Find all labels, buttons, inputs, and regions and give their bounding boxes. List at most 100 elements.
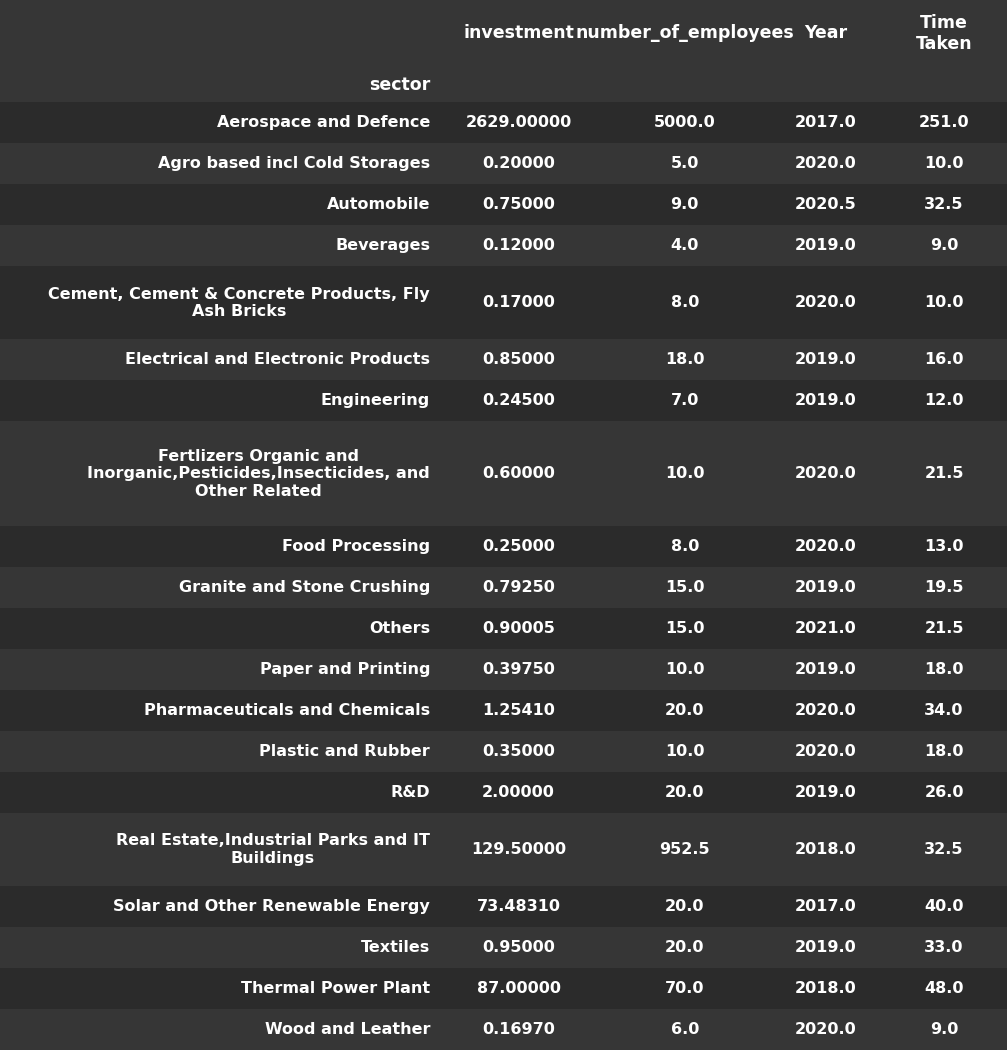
Text: 5000.0: 5000.0 xyxy=(654,116,716,130)
Bar xyxy=(0,67,1007,103)
Text: 2019.0: 2019.0 xyxy=(795,785,857,800)
Text: 2020.0: 2020.0 xyxy=(795,466,857,481)
Text: 1.25410: 1.25410 xyxy=(482,704,555,718)
Text: 2019.0: 2019.0 xyxy=(795,353,857,367)
Text: Electrical and Electronic Products: Electrical and Electronic Products xyxy=(125,353,430,367)
Text: 0.85000: 0.85000 xyxy=(482,353,555,367)
Text: 20.0: 20.0 xyxy=(665,785,705,800)
Text: 2019.0: 2019.0 xyxy=(795,940,857,956)
Text: 2020.0: 2020.0 xyxy=(795,295,857,311)
Text: 10.0: 10.0 xyxy=(665,663,705,677)
Text: 0.39750: 0.39750 xyxy=(482,663,555,677)
Text: 2020.5: 2020.5 xyxy=(795,197,857,212)
Text: 2021.0: 2021.0 xyxy=(795,622,857,636)
Text: 2019.0: 2019.0 xyxy=(795,581,857,595)
Text: number_of_employees: number_of_employees xyxy=(575,24,795,42)
Text: 7.0: 7.0 xyxy=(671,394,699,408)
Text: 0.95000: 0.95000 xyxy=(482,940,555,956)
Text: 2020.0: 2020.0 xyxy=(795,744,857,759)
Text: 2019.0: 2019.0 xyxy=(795,394,857,408)
Text: 0.12000: 0.12000 xyxy=(482,238,555,253)
Text: Thermal Power Plant: Thermal Power Plant xyxy=(241,981,430,996)
Text: 2020.0: 2020.0 xyxy=(795,704,857,718)
Bar xyxy=(0,339,1007,380)
Text: 18.0: 18.0 xyxy=(924,744,964,759)
Bar xyxy=(0,526,1007,567)
Bar xyxy=(0,813,1007,886)
Text: 40.0: 40.0 xyxy=(924,899,964,915)
Text: 2019.0: 2019.0 xyxy=(795,663,857,677)
Text: 0.35000: 0.35000 xyxy=(482,744,555,759)
Text: 10.0: 10.0 xyxy=(665,466,705,481)
Text: Wood and Leather: Wood and Leather xyxy=(265,1022,430,1037)
Text: 0.25000: 0.25000 xyxy=(482,540,555,554)
Text: investment: investment xyxy=(463,24,574,42)
Text: 48.0: 48.0 xyxy=(924,981,964,996)
Bar xyxy=(0,772,1007,813)
Text: Automobile: Automobile xyxy=(326,197,430,212)
Text: Food Processing: Food Processing xyxy=(282,540,430,554)
Text: 2020.0: 2020.0 xyxy=(795,156,857,171)
Text: 26.0: 26.0 xyxy=(924,785,964,800)
Text: 18.0: 18.0 xyxy=(924,663,964,677)
Bar xyxy=(0,421,1007,526)
Text: 2018.0: 2018.0 xyxy=(795,981,857,996)
Text: 10.0: 10.0 xyxy=(665,744,705,759)
Text: 2018.0: 2018.0 xyxy=(795,842,857,857)
Text: 0.20000: 0.20000 xyxy=(482,156,555,171)
Text: 2.00000: 2.00000 xyxy=(482,785,555,800)
Bar xyxy=(0,886,1007,927)
Text: 0.17000: 0.17000 xyxy=(482,295,555,311)
Text: 0.60000: 0.60000 xyxy=(482,466,555,481)
Text: 8.0: 8.0 xyxy=(671,295,699,311)
Bar xyxy=(0,731,1007,772)
Text: 251.0: 251.0 xyxy=(918,116,970,130)
Bar xyxy=(0,144,1007,185)
Text: 2019.0: 2019.0 xyxy=(795,238,857,253)
Text: Year: Year xyxy=(805,24,847,42)
Text: 2020.0: 2020.0 xyxy=(795,1022,857,1037)
Text: 21.5: 21.5 xyxy=(924,466,964,481)
Text: Granite and Stone Crushing: Granite and Stone Crushing xyxy=(178,581,430,595)
Text: 34.0: 34.0 xyxy=(924,704,964,718)
Text: 9.0: 9.0 xyxy=(929,238,959,253)
Text: 33.0: 33.0 xyxy=(924,940,964,956)
Bar xyxy=(0,649,1007,690)
Text: 70.0: 70.0 xyxy=(665,981,705,996)
Bar xyxy=(0,267,1007,339)
Text: 32.5: 32.5 xyxy=(924,197,964,212)
Text: Solar and Other Renewable Energy: Solar and Other Renewable Energy xyxy=(114,899,430,915)
Text: R&D: R&D xyxy=(391,785,430,800)
Text: 16.0: 16.0 xyxy=(924,353,964,367)
Text: 20.0: 20.0 xyxy=(665,704,705,718)
Text: 5.0: 5.0 xyxy=(671,156,699,171)
Bar xyxy=(0,690,1007,731)
Text: Pharmaceuticals and Chemicals: Pharmaceuticals and Chemicals xyxy=(144,704,430,718)
Text: 2629.00000: 2629.00000 xyxy=(465,116,572,130)
Text: 20.0: 20.0 xyxy=(665,940,705,956)
Text: 2020.0: 2020.0 xyxy=(795,540,857,554)
Text: 32.5: 32.5 xyxy=(924,842,964,857)
Text: 0.90005: 0.90005 xyxy=(482,622,555,636)
Bar xyxy=(0,608,1007,649)
Text: 12.0: 12.0 xyxy=(924,394,964,408)
Text: 8.0: 8.0 xyxy=(671,540,699,554)
Text: 9.0: 9.0 xyxy=(671,197,699,212)
Text: 0.16970: 0.16970 xyxy=(482,1022,555,1037)
Bar xyxy=(0,226,1007,267)
Text: 129.50000: 129.50000 xyxy=(471,842,566,857)
Text: 0.79250: 0.79250 xyxy=(482,581,555,595)
Text: 0.24500: 0.24500 xyxy=(482,394,555,408)
Text: Beverages: Beverages xyxy=(335,238,430,253)
Bar xyxy=(0,0,1007,67)
Text: 18.0: 18.0 xyxy=(665,353,705,367)
Bar xyxy=(0,968,1007,1009)
Bar xyxy=(0,103,1007,144)
Text: Paper and Printing: Paper and Printing xyxy=(260,663,430,677)
Text: Real Estate,Industrial Parks and IT
Buildings: Real Estate,Industrial Parks and IT Buil… xyxy=(116,834,430,866)
Bar xyxy=(0,567,1007,608)
Bar xyxy=(0,380,1007,421)
Text: 10.0: 10.0 xyxy=(924,295,964,311)
Text: Agro based incl Cold Storages: Agro based incl Cold Storages xyxy=(158,156,430,171)
Text: 6.0: 6.0 xyxy=(671,1022,699,1037)
